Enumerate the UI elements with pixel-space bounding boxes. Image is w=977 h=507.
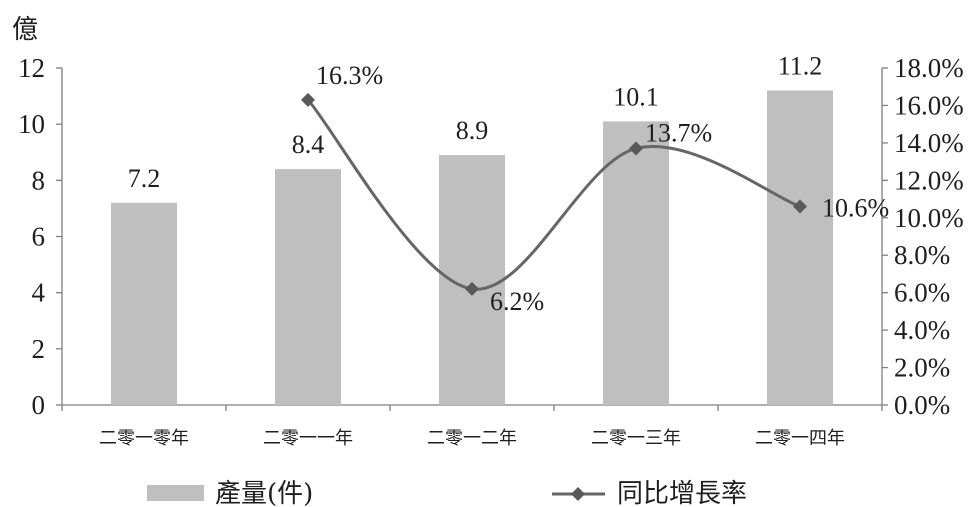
bar-data-label: 8.4 xyxy=(292,130,325,159)
x-axis-category-label: 二零一三年 xyxy=(591,428,681,449)
line-series xyxy=(301,92,807,296)
legend: 產量(件) 同比增長率 xyxy=(147,479,747,507)
line-data-label: 10.6% xyxy=(822,194,889,223)
right-y-axis-tick-label: 4.0% xyxy=(894,315,950,345)
legend-label-growth-rate: 同比增長率 xyxy=(617,479,747,507)
legend-bar-swatch xyxy=(147,485,204,501)
right-y-axis-tick-label: 6.0% xyxy=(894,278,950,308)
x-axis-category-label: 二零一二年 xyxy=(427,428,517,449)
legend-diamond-marker-icon xyxy=(571,487,585,501)
right-y-axis-tick-label: 14.0% xyxy=(894,128,964,158)
left-y-axis-tick-label: 2 xyxy=(32,334,46,364)
axes: 二零一零年 二零一一年 二零一二年 二零一三年 二零一四年 0 2 4 6 8 10 12 0.0% 2.… xyxy=(18,53,964,449)
bar-data-label: 7.2 xyxy=(128,164,161,193)
bar xyxy=(275,169,341,405)
left-y-axis-tick-label: 6 xyxy=(32,222,46,252)
right-y-axis-tick-label: 12.0% xyxy=(894,165,964,195)
left-y-axis-tick-label: 4 xyxy=(32,278,46,308)
bar xyxy=(603,121,669,405)
right-y-axis-tick-label: 8.0% xyxy=(894,240,950,270)
x-axis-category-label: 二零一零年 xyxy=(99,428,189,449)
bar-data-label: 11.2 xyxy=(778,51,823,80)
right-y-axis-tick-label: 18.0% xyxy=(894,53,964,83)
data-labels: 7.2 8.4 8.9 10.1 11.2 16.3% 6.2% 13.7% 10.6% xyxy=(128,51,889,315)
left-y-axis-tick-label: 8 xyxy=(32,165,46,195)
bar-data-label: 10.1 xyxy=(613,82,659,111)
line-data-label: 16.3% xyxy=(316,61,383,90)
right-y-axis-tick-label: 16.0% xyxy=(894,90,964,120)
line-diamond-marker xyxy=(629,141,643,156)
right-y-axis-tick-label: 2.0% xyxy=(894,353,950,383)
legend-item-output: 產量(件) xyxy=(147,479,313,507)
line-diamond-marker xyxy=(465,281,479,296)
bar-series xyxy=(111,90,833,405)
line-data-label: 13.7% xyxy=(645,119,712,148)
legend-label-output: 產量(件) xyxy=(215,479,313,507)
left-y-axis-tick-label: 10 xyxy=(18,109,45,139)
left-y-axis-tick-label: 0 xyxy=(32,390,46,420)
x-axis-category-label: 二零一四年 xyxy=(755,428,845,449)
x-axis-category-label: 二零一一年 xyxy=(263,428,353,449)
line-diamond-marker xyxy=(301,92,315,107)
right-y-axis-tick-label: 0.0% xyxy=(894,390,950,420)
legend-item-growth-rate: 同比增長率 xyxy=(552,479,747,507)
growth-rate-line xyxy=(306,98,802,291)
bar xyxy=(111,202,177,405)
bar xyxy=(767,90,833,405)
right-y-axis-tick-label: 10.0% xyxy=(894,203,964,233)
bar-data-label: 8.9 xyxy=(456,116,489,145)
line-diamond-marker xyxy=(793,199,807,214)
left-y-axis-tick-label: 12 xyxy=(18,53,45,83)
left-axis-unit-label: 億 xyxy=(12,15,38,45)
line-data-label: 6.2% xyxy=(490,287,544,316)
